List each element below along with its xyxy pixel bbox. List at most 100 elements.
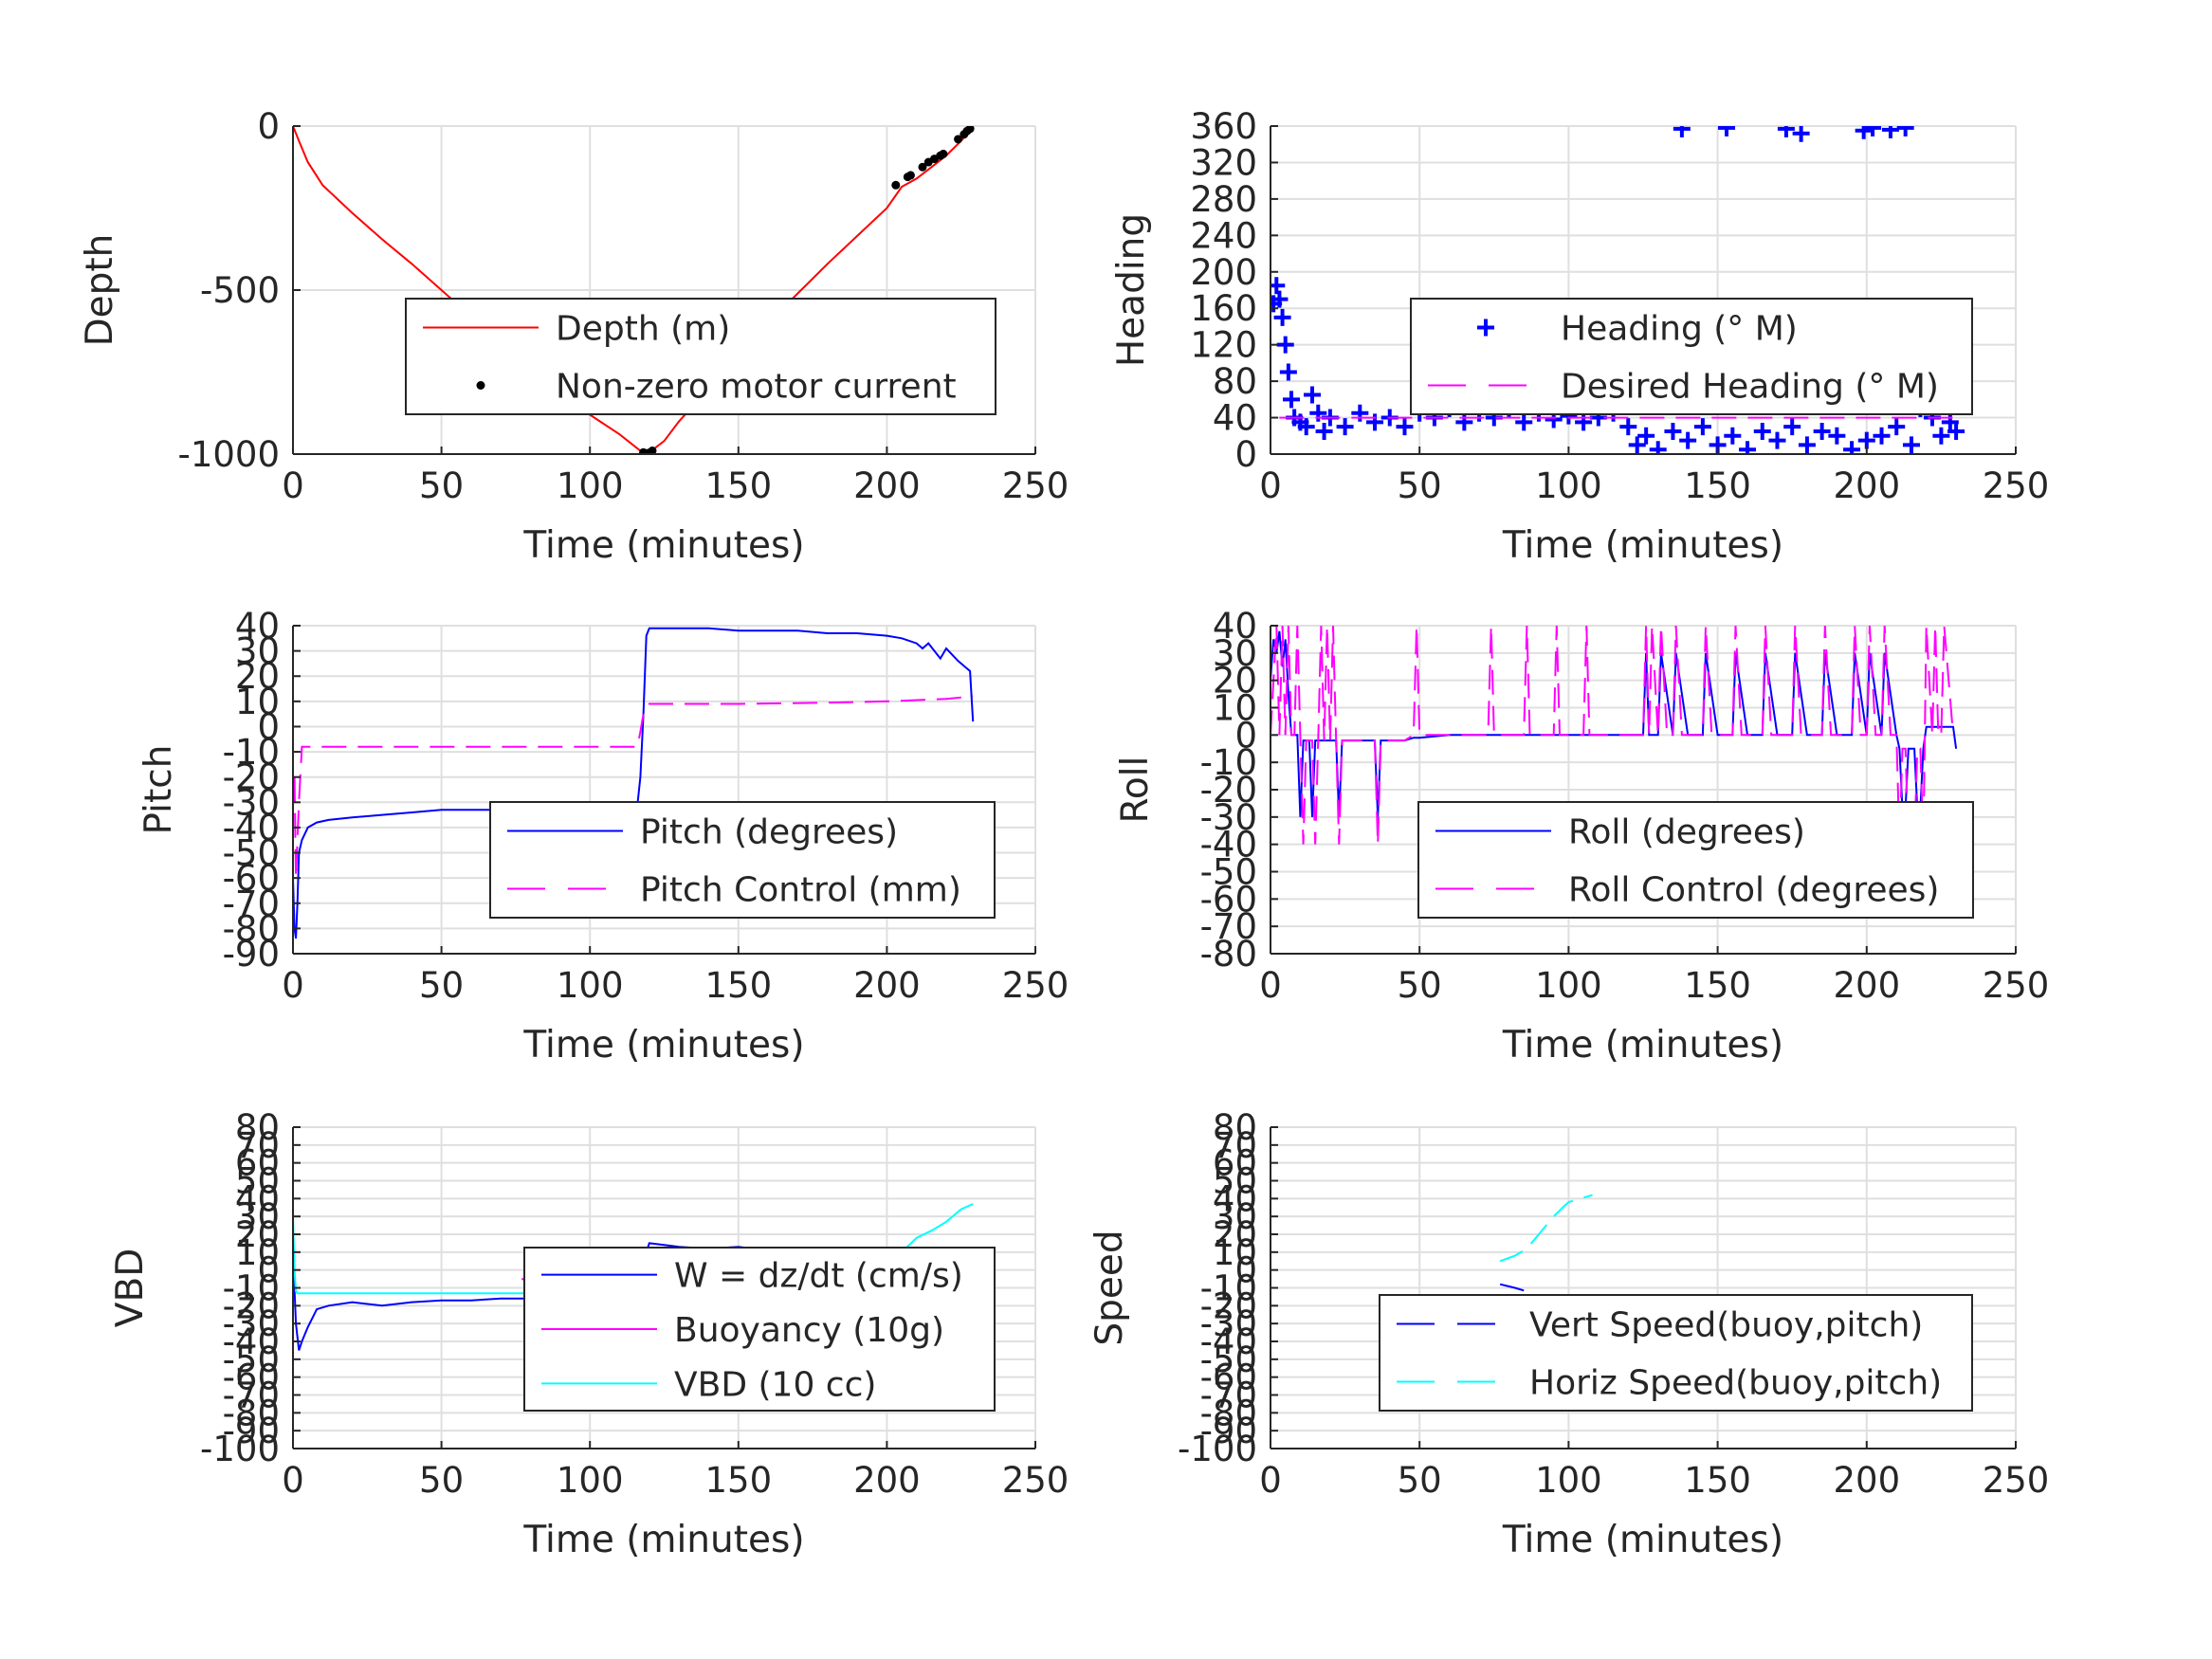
y-tick-label: -500 [200,270,280,311]
panel-depth: 0 50 100 150 200 250 0 -500 -1000 Time (minutes) D… [79,106,1069,567]
y-tick-label: 40 [1213,398,1257,439]
x-axis-label: Time (minutes) [522,1024,804,1066]
y-axis-label: Pitch [137,745,180,835]
legend: W = dz/dt (cm/s) Buoyancy (10g) VBD (10 cc… [523,1247,996,1412]
y-tick-label: -80 [223,1393,280,1433]
x-tick-label: 0 [1259,1460,1282,1501]
data-point [1855,126,1873,139]
y-tick-label: 30 [1213,1196,1257,1237]
data-point [1828,427,1846,445]
x-tick-label: 250 [1983,965,2050,1006]
data-point [1792,126,1810,142]
data-point [1619,418,1637,436]
x-tick-label: 100 [1535,465,1602,506]
legend-label: Pitch Control (mm) [640,871,961,910]
data-point [1857,431,1875,449]
data-point [1271,290,1289,308]
y-tick-label: 40 [235,1178,280,1219]
y-tick-label: 20 [235,656,280,697]
legend-box [1410,298,1973,415]
data-point [954,135,963,144]
data-point [1304,386,1322,404]
y-tick-label: -100 [1178,1429,1257,1469]
x-tick-label: 200 [853,1460,921,1501]
y-tick-label: -30 [1200,797,1257,838]
x-tick-label: 50 [1398,465,1442,506]
y-tick-label: 10 [1213,688,1257,729]
legend-swatch [476,381,485,390]
data-point [1783,418,1801,436]
legend-label: VBD (10 cc) [674,1365,876,1404]
x-axis-label: Time (minutes) [1502,524,1783,567]
data-point [1843,441,1861,454]
x-tick-label: 200 [1833,465,1900,506]
y-tick-label: -20 [1200,770,1257,811]
y-tick-label: 20 [1213,1214,1257,1255]
y-tick-label: -20 [223,1285,280,1326]
x-tick-label: 150 [704,1460,772,1501]
y-tick-label: -40 [1200,1322,1257,1362]
legend-box [1417,801,1974,919]
data-point [1575,413,1593,431]
y-tick-label: -40 [1200,825,1257,866]
y-tick-label: 40 [1213,606,1257,647]
y-tick-label: 60 [235,1143,280,1184]
y-tick-label: 60 [1213,1143,1257,1184]
x-tick-label: 150 [704,465,772,506]
y-axis-label: Roll [1114,757,1157,824]
data-point [1351,404,1369,422]
x-tick-label: 0 [1259,465,1282,506]
data-layer [293,627,975,939]
y-axis-label: Depth [79,234,121,347]
x-tick-label: 150 [1684,965,1751,1006]
x-axis-label: Time (minutes) [1502,1024,1783,1066]
y-tick-label: -70 [1200,906,1257,947]
y-tick-label: 20 [235,1214,280,1255]
legend-label: Vert Speed(buoy,pitch) [1529,1306,1923,1345]
data-point [965,126,975,134]
y-tick-label: -60 [1200,1358,1257,1398]
legend-label: Depth (m) [556,310,730,349]
data-point [1628,436,1646,454]
y-axis-label: Heading [1110,213,1153,367]
data-point [1637,427,1655,445]
y-tick-label: -1000 [177,434,280,475]
data-point [1941,413,1959,431]
y-tick-label: 0 [257,706,280,747]
series-line [293,627,975,939]
y-tick-label: -50 [223,833,280,874]
y-tick-label: -50 [223,1340,280,1380]
data-layer [1271,626,1958,846]
y-tick-label: 200 [1190,252,1257,293]
x-tick-label: 250 [1002,1460,1069,1501]
y-tick-label: 10 [235,1232,280,1273]
legend: Vert Speed(buoy,pitch) Horiz Speed(buoy,p… [1379,1294,1973,1412]
y-tick-label: 360 [1190,106,1257,147]
x-axis-label: Time (minutes) [522,524,804,567]
y-tick-label: -80 [1200,1393,1257,1433]
y-tick-label: -30 [223,1304,280,1344]
x-tick-label: 0 [282,965,304,1006]
x-axis-label: Time (minutes) [522,1519,804,1561]
y-tick-label: -70 [223,1376,280,1416]
data-point [1753,422,1771,440]
data-point [1283,391,1301,409]
y-tick-label: -80 [223,908,280,949]
data-point [1864,126,1882,137]
panel-vbd: 0 50 100 150 200 25080706050403020100-10-20-3… [109,1107,1069,1561]
x-tick-label: 0 [1259,965,1282,1006]
data-point [1336,418,1354,436]
legend-label: Buoyancy (10g) [674,1311,944,1350]
x-tick-label: 100 [557,1460,624,1501]
data-point [1896,126,1914,137]
y-tick-label: 0 [1234,434,1257,475]
data-point [939,149,948,158]
y-tick-label: -50 [1200,1340,1257,1380]
data-point [1739,441,1757,454]
data-point [1724,427,1742,445]
legend-label: Horiz Speed(buoy,pitch) [1529,1364,1942,1403]
data-point [1813,422,1831,440]
legend-box [489,801,996,919]
y-tick-label: 10 [235,682,280,722]
